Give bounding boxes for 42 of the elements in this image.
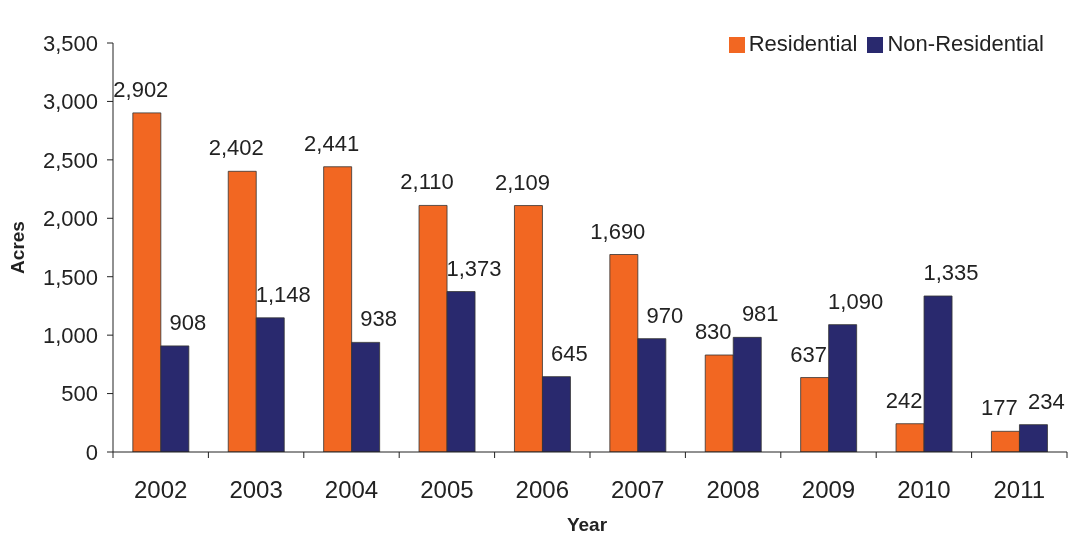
legend-label: Non-Residential	[887, 31, 1044, 56]
data-label: 830	[694, 319, 732, 345]
x-tick-label: 2008	[706, 476, 760, 503]
data-label: 234	[1028, 388, 1065, 414]
x-tick-label: 2006	[515, 476, 569, 503]
x-tick-label: 2003	[229, 476, 283, 503]
x-tick-label: 2009	[801, 476, 856, 503]
data-label: 2,110	[400, 169, 454, 195]
y-tick-label: 500	[61, 381, 98, 407]
x-tick-label: 2010	[897, 476, 951, 503]
data-label: 1,690	[590, 218, 646, 244]
x-tick-label: 2002	[134, 476, 188, 503]
data-label: 981	[741, 301, 779, 327]
y-tick-label: 2,000	[42, 206, 98, 232]
y-tick-label: 3,000	[42, 89, 98, 115]
data-label: 2,109	[494, 169, 550, 195]
y-tick-label: 0	[85, 439, 98, 465]
y-tick-label: 1,000	[42, 322, 98, 348]
x-tick-label: 2011	[993, 476, 1046, 503]
x-axis-title: Year	[566, 514, 608, 535]
data-label: 1,335	[923, 260, 979, 285]
data-label: 1,148	[255, 281, 311, 307]
data-label: 938	[360, 306, 397, 332]
data-label: 645	[551, 340, 588, 366]
data-label: 2,902	[113, 76, 169, 102]
x-tick-label: 2007	[611, 476, 665, 503]
data-label: 177	[981, 395, 1018, 421]
data-label: 970	[646, 302, 684, 328]
y-axis-title: Acres	[7, 221, 28, 274]
x-tick-label: 2004	[324, 476, 379, 503]
y-tick-label: 2,500	[42, 147, 98, 173]
data-label: 637	[790, 341, 827, 367]
data-label: 242	[885, 387, 923, 413]
data-label: 908	[169, 309, 207, 335]
data-label: 1,090	[828, 288, 884, 314]
data-label: 1,373	[446, 255, 502, 281]
legend-label: Residential	[748, 31, 858, 56]
data-label: 2,402	[208, 135, 264, 161]
data-label: 2,441	[304, 130, 360, 156]
x-tick-label: 2005	[420, 476, 474, 503]
y-tick-label: 3,500	[42, 30, 98, 56]
y-tick-label: 1,500	[42, 264, 98, 290]
